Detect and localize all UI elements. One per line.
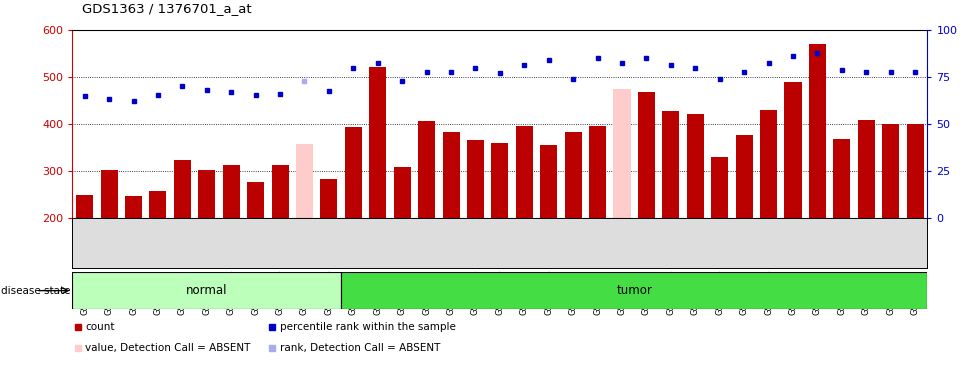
Bar xyxy=(369,67,386,311)
Bar xyxy=(736,135,753,311)
Bar xyxy=(540,145,557,311)
Text: tumor: tumor xyxy=(616,284,652,297)
Text: count: count xyxy=(85,322,115,332)
Text: disease state: disease state xyxy=(1,286,71,296)
Bar xyxy=(663,111,679,311)
Bar xyxy=(394,167,411,311)
Bar xyxy=(638,92,655,311)
Bar xyxy=(858,120,875,311)
Bar xyxy=(223,165,240,311)
Bar xyxy=(271,165,289,311)
Bar xyxy=(72,272,341,309)
Bar xyxy=(247,182,264,311)
Bar xyxy=(150,191,166,311)
Bar xyxy=(125,196,142,311)
Text: percentile rank within the sample: percentile rank within the sample xyxy=(280,322,456,332)
Bar xyxy=(784,82,802,311)
Bar xyxy=(687,114,704,311)
Bar xyxy=(711,157,728,311)
Text: rank, Detection Call = ABSENT: rank, Detection Call = ABSENT xyxy=(280,343,440,353)
Bar xyxy=(345,127,362,311)
Bar xyxy=(613,88,631,311)
Bar xyxy=(882,124,899,311)
Text: GDS1363 / 1376701_a_at: GDS1363 / 1376701_a_at xyxy=(82,2,252,15)
Bar xyxy=(589,126,606,311)
Bar xyxy=(565,132,582,311)
Text: value, Detection Call = ABSENT: value, Detection Call = ABSENT xyxy=(85,343,250,353)
Bar xyxy=(809,44,826,311)
Bar xyxy=(174,160,191,311)
Bar xyxy=(76,195,93,311)
Bar xyxy=(467,140,484,311)
Bar xyxy=(492,142,508,311)
Bar xyxy=(516,126,533,311)
Bar xyxy=(760,110,777,311)
Bar xyxy=(321,178,337,311)
Bar xyxy=(100,170,118,311)
Bar xyxy=(198,170,215,311)
Bar xyxy=(907,124,923,311)
Bar xyxy=(442,132,460,311)
Bar xyxy=(418,121,435,311)
Bar xyxy=(296,144,313,311)
Bar xyxy=(834,139,850,311)
Text: normal: normal xyxy=(186,284,228,297)
Bar xyxy=(341,272,927,309)
